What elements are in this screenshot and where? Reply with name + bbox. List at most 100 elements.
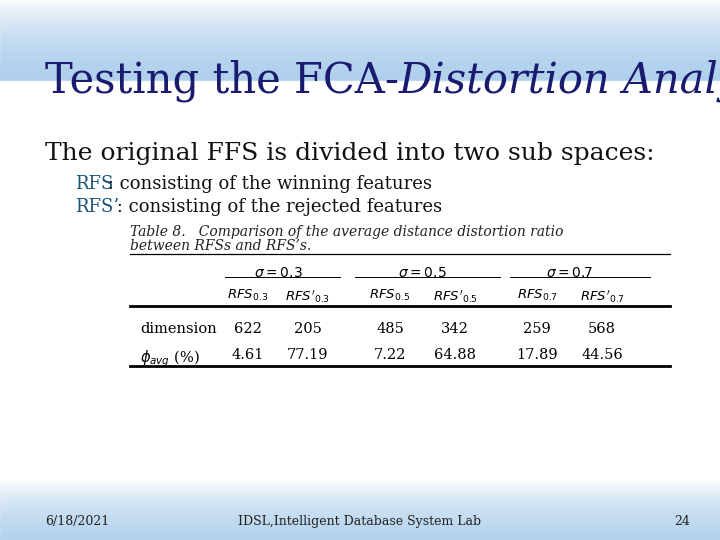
Bar [0,76,720,77]
Bar [0,13,720,14]
Bar [0,487,720,488]
Bar [0,56,720,57]
Bar [0,534,720,535]
Bar [0,530,720,531]
Bar [0,66,720,67]
Bar [0,498,720,499]
Bar [0,536,720,537]
Text: : consisting of the rejected features: : consisting of the rejected features [111,198,442,216]
Text: 4.61: 4.61 [232,348,264,362]
Bar [0,21,720,22]
Bar [0,535,720,536]
Text: $\sigma = 0.3$: $\sigma = 0.3$ [253,266,302,280]
Text: 24: 24 [674,515,690,528]
Text: 485: 485 [376,322,404,336]
Bar [0,31,720,32]
Bar [0,505,720,506]
Bar [0,2,720,3]
Bar [0,482,720,483]
Text: $\sigma = 0.5$: $\sigma = 0.5$ [397,266,446,280]
Bar [0,480,720,481]
Bar [0,499,720,500]
Text: $\sigma = 0.7$: $\sigma = 0.7$ [546,266,594,280]
Bar [0,78,720,79]
Text: RFS: RFS [75,175,113,193]
Bar [0,485,720,486]
Bar [0,26,720,27]
Bar [0,519,720,520]
Bar [0,54,720,55]
Bar [0,25,720,26]
Bar [0,501,720,502]
Bar [0,55,720,56]
Bar [0,18,720,19]
Text: 259: 259 [523,322,551,336]
Bar [0,59,720,60]
Text: 568: 568 [588,322,616,336]
Bar [0,520,720,521]
Text: Testing the FCA-: Testing the FCA- [45,60,399,103]
Bar [0,531,720,532]
Bar [0,79,720,80]
Bar [0,32,720,33]
Bar [0,16,720,17]
Bar [0,51,720,52]
Text: 7.22: 7.22 [374,348,406,362]
Text: 17.89: 17.89 [516,348,558,362]
Bar [0,510,720,511]
Bar [0,509,720,510]
Bar [0,11,720,12]
Bar [0,61,720,62]
Bar [0,73,720,74]
Bar [0,19,720,20]
Bar [0,538,720,539]
Bar [0,521,720,522]
Bar [0,523,720,524]
Bar [0,63,720,64]
Bar [0,503,720,504]
Text: 77.19: 77.19 [287,348,329,362]
Bar [0,481,720,482]
Text: 622: 622 [234,322,262,336]
Bar [0,36,720,37]
Bar [0,45,720,46]
Bar [0,10,720,11]
Text: 6/18/2021: 6/18/2021 [45,515,109,528]
Bar [0,37,720,38]
Text: 44.56: 44.56 [581,348,623,362]
Text: 205: 205 [294,322,322,336]
Bar [0,49,720,50]
Bar [0,44,720,45]
Bar [0,486,720,487]
Bar [0,46,720,47]
Bar [0,50,720,51]
Bar [0,39,720,40]
Bar [0,506,720,507]
Bar [0,515,720,516]
Text: $RFS_{0.7}$: $RFS_{0.7}$ [517,288,557,303]
Bar [0,42,720,43]
Bar [0,68,720,69]
Bar [0,527,720,528]
Bar [0,38,720,39]
Bar [0,490,720,491]
Bar [0,513,720,514]
Bar [0,64,720,65]
Bar [0,8,720,9]
Text: dimension: dimension [140,322,217,336]
Bar [0,495,720,496]
Bar [0,22,720,23]
Bar [0,483,720,484]
Text: The original FFS is divided into two sub spaces:: The original FFS is divided into two sub… [45,142,654,165]
Bar [0,30,720,31]
Bar [0,75,720,76]
Bar [0,528,720,529]
Bar [0,511,720,512]
Bar [0,492,720,493]
Bar [0,9,720,10]
Bar [0,517,720,518]
Bar [0,500,720,501]
Bar [0,57,720,58]
Bar [0,72,720,73]
Bar [0,529,720,530]
